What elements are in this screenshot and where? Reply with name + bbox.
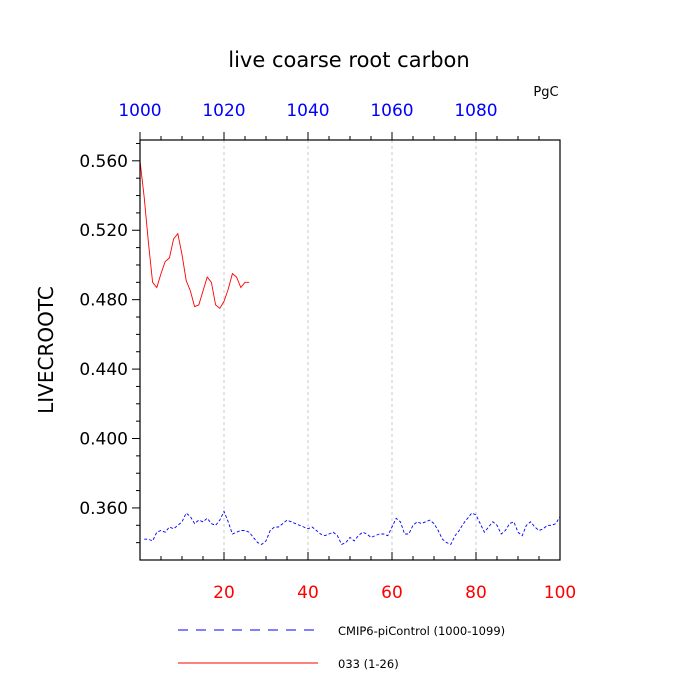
x-tick-label: 60	[381, 583, 403, 603]
top-tick-label: 1060	[370, 101, 413, 121]
plot-frame	[139, 139, 561, 561]
y-tick-label: 0.360	[79, 499, 128, 519]
top-tick-label: 1000	[118, 101, 161, 121]
x-tick-label: 40	[297, 583, 319, 603]
y-tick-label: 0.480	[79, 291, 128, 311]
y-tick-label: 0.400	[79, 430, 128, 450]
legend-label: 033 (1-26)	[338, 657, 399, 671]
series-lines	[139, 160, 561, 545]
chart-title: live coarse root carbon	[228, 48, 469, 72]
units-label: PgC	[533, 85, 558, 100]
x-tick-label: 100	[544, 583, 576, 603]
top-tick-label: 1080	[454, 101, 497, 121]
grid-lines	[223, 140, 477, 560]
y-axis-label: LIVECROOTC	[34, 286, 58, 414]
top-tick-label: 1020	[202, 101, 245, 121]
x-tick-label: 80	[465, 583, 487, 603]
y-tick-label: 0.520	[79, 221, 128, 241]
x-tick-label: 20	[213, 583, 235, 603]
series-line-control	[144, 510, 561, 545]
legend-label: CMIP6-piControl (1000-1099)	[338, 624, 505, 638]
y-tick-label: 0.560	[79, 152, 128, 172]
axes: 0.360 0.400 0.440 0.480 0.520 0.560 20 40 60 80 10…	[79, 101, 576, 603]
top-tick-label: 1040	[286, 101, 329, 121]
y-tick-label: 0.440	[79, 360, 128, 380]
legend: CMIP6-piControl (1000-1099) 033 (1-26)	[178, 624, 505, 671]
series-line-run	[139, 160, 250, 309]
